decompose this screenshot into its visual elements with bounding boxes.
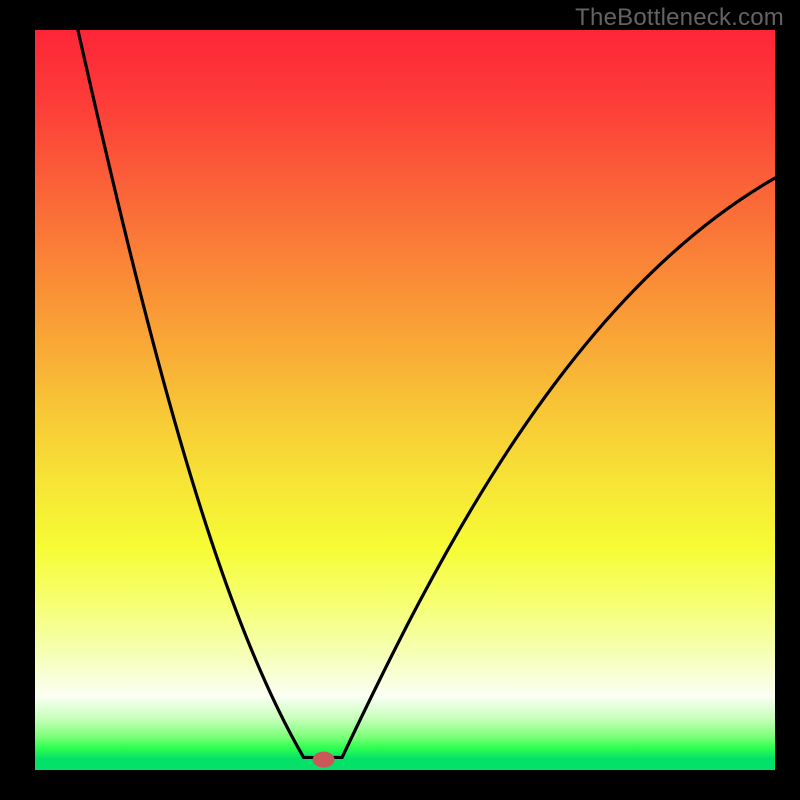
watermark-text: TheBottleneck.com [575, 4, 784, 32]
chart-container [0, 0, 800, 800]
plot-area [35, 30, 775, 770]
minimum-marker [313, 752, 335, 768]
gradient-background [35, 30, 775, 770]
plot-svg [35, 30, 775, 770]
